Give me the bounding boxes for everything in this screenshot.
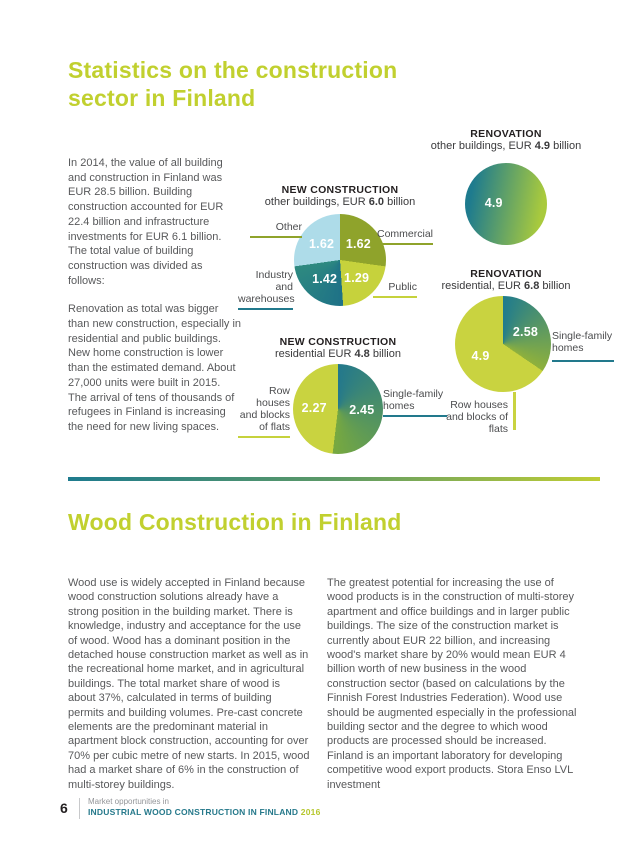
footer-report-name: INDUSTRIAL WOOD CONSTRUCTION IN FINLAND (88, 807, 301, 817)
chart2-title: RENOVATION (470, 128, 542, 140)
pie-value-label: 1.42 (312, 271, 338, 286)
chart1-label-other: Other (250, 221, 302, 238)
page-number: 6 (60, 800, 68, 816)
footer-divider (79, 798, 80, 819)
pie-chart-renovation-residential: 2.58 4.9 (455, 296, 551, 392)
wood-section-heading: Wood Construction in Finland (68, 509, 402, 535)
chart2-subtitle-prefix: other buildings, EUR (430, 140, 535, 152)
chart4-subtitle-value: 4.8 (354, 348, 370, 360)
pie-value-label: 1.62 (345, 237, 371, 251)
footer-report-title: INDUSTRIAL WOOD CONSTRUCTION IN FINLAND … (88, 807, 488, 818)
chart1-title: NEW CONSTRUCTION (281, 184, 399, 196)
chart1-subtitle-value: 6.0 (368, 196, 385, 208)
chart4-label-single-family: Single-family homes (383, 388, 447, 417)
chart1-subtitle-prefix: other buildings, EUR (264, 196, 369, 208)
pie-value-label: 4.9 (471, 348, 490, 363)
chart1-subtitle: other buildings, EUR 6.0 billion (230, 196, 450, 209)
wood-column-right: The greatest potential for increasing th… (327, 577, 577, 791)
pie-value-label: 4.9 (484, 196, 503, 211)
chart4-subtitle-suffix: billion (369, 348, 401, 360)
pie-value-label: 2.58 (512, 325, 539, 340)
chart1-label-industry: Industry and warehouses (238, 269, 295, 310)
statistics-paragraph-2: Renovation as total was bigger than new … (68, 303, 242, 433)
pie-chart-renovation-other: 4.9 (465, 163, 547, 245)
chart3-subtitle-value: 6.8 (524, 280, 540, 292)
chart3-title: RENOVATION (470, 268, 542, 280)
statistics-intro-column: In 2014, the value of all building and c… (68, 156, 242, 449)
footer-text: Market opportunities in INDUSTRIAL WOOD … (88, 797, 488, 818)
chart2-subtitle: other buildings, EUR 4.9 billion (396, 140, 616, 153)
chart1-label-commercial: Commercial (373, 228, 433, 245)
chart4-title: NEW CONSTRUCTION (279, 336, 397, 348)
chart2-subtitle-value: 4.9 (534, 140, 551, 152)
chart1-subtitle-suffix: billion (384, 196, 416, 208)
chart3-callout-line (513, 392, 516, 430)
section-divider (68, 477, 600, 481)
chart3-label-single-family: Single-family homes (552, 330, 614, 362)
chart4-subtitle-prefix: residential EUR (275, 348, 355, 360)
pie-value-label: 2.45 (349, 403, 375, 418)
chart1-label-public: Public (373, 281, 417, 298)
chart4-label-row-houses: Row houses and blocks of flats (238, 385, 290, 438)
pie-chart-new-construction-residential: 2.45 2.27 (293, 364, 383, 454)
chart2-subtitle-suffix: billion (550, 140, 582, 152)
chart3-subtitle-suffix: billion (539, 280, 571, 292)
statistics-section-heading: Statistics on the construction sector in… (68, 57, 398, 111)
wood-column-left: Wood use is widely accepted in Finland b… (68, 577, 310, 791)
footer-series-title: Market opportunities in (88, 797, 169, 806)
chart3-subtitle-prefix: residential, EUR (441, 280, 525, 292)
pie-value-label: 1.29 (344, 270, 370, 285)
chart4-subtitle: residential EUR 4.8 billion (228, 348, 448, 361)
footer-report-year: 2016 (300, 807, 321, 817)
pie-value-label: 1.62 (309, 237, 335, 251)
chart3-subtitle: residential, EUR 6.8 billion (396, 280, 616, 293)
pie-value-label: 2.27 (301, 400, 327, 415)
pie-chart-new-construction-other: 1.62 1.29 1.42 1.62 (294, 214, 386, 306)
statistics-paragraph-1: In 2014, the value of all building and c… (68, 157, 224, 287)
chart3-label-row-houses: Row houses and blocks of flats (446, 399, 508, 435)
